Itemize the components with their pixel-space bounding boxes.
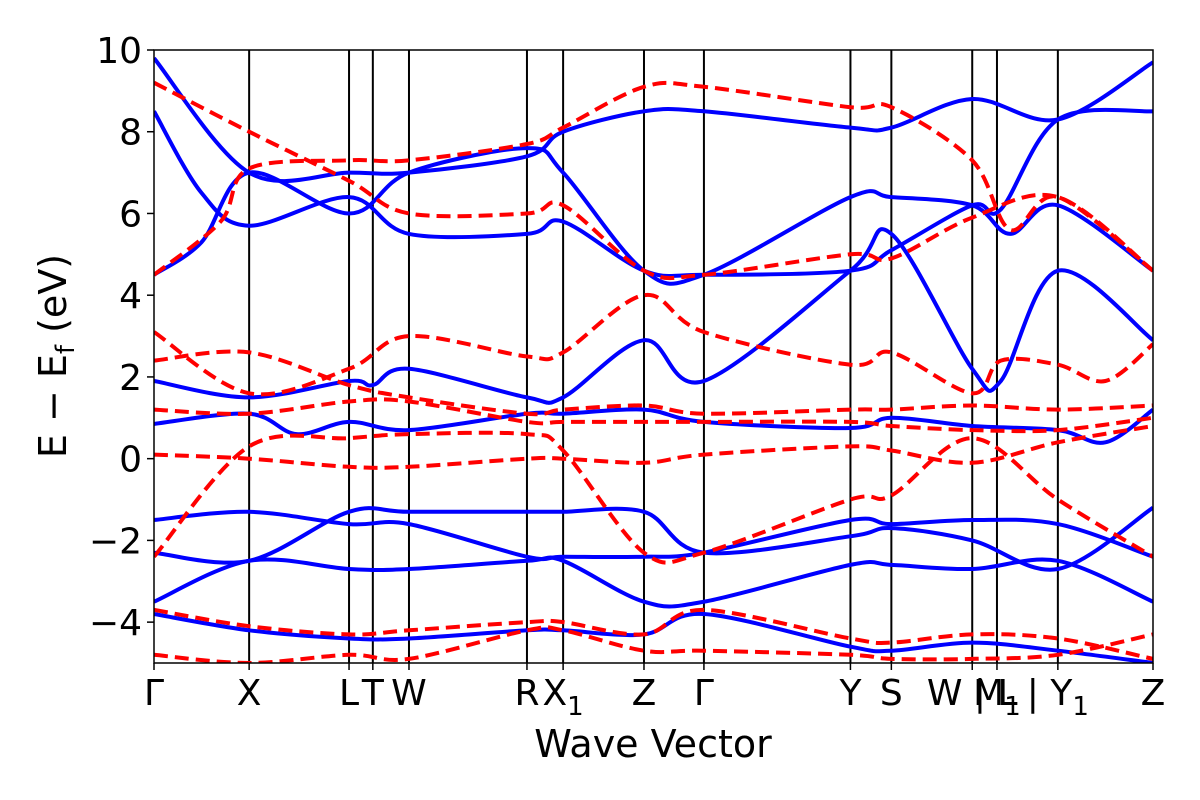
x-tick-label: Γ: [694, 673, 714, 714]
band-dashed-line: [154, 424, 1153, 470]
band-solid-line: [154, 56, 1153, 184]
x-tick-label: X: [237, 673, 262, 714]
band-solid-line: [154, 555, 1153, 609]
x-tick-label: W | L: [927, 673, 1018, 714]
x-axis-label: Wave Vector: [534, 722, 772, 766]
band-solid-line: [154, 227, 1153, 405]
x-tick-label: Z: [632, 673, 657, 714]
y-tick-label: −4: [89, 603, 142, 644]
y-axis-label-main: E − E: [31, 354, 75, 458]
band-solid-line: [154, 611, 1153, 663]
band-dashed-line: [154, 80, 1153, 277]
x-tick-label: S: [880, 673, 903, 714]
bands: [154, 56, 1153, 663]
y-tick-label: 4: [119, 276, 142, 317]
x-tick-label: X1: [543, 673, 584, 722]
x-tick-label: Γ: [144, 673, 164, 714]
plot-frame: [153, 49, 1154, 664]
x-tick-label: T: [361, 673, 385, 714]
band-dashed-line: [154, 397, 1153, 434]
y-tick-label: 10: [96, 31, 142, 72]
y-axis-label-unit: (eV): [31, 254, 75, 345]
band-dashed-line: [154, 80, 1153, 281]
band-dashed-line: [154, 349, 1153, 417]
x-tick-label: Z: [1141, 673, 1166, 714]
x-tick-label: L: [339, 673, 359, 714]
band-solid-line: [154, 146, 1153, 286]
x-tick-label: M1: [973, 673, 1021, 722]
y-tick-label: −2: [89, 521, 142, 562]
y-ticks: 10 8 6 4 2 0 −2 −4: [89, 31, 154, 644]
y-axis-label-sub: f: [51, 344, 81, 354]
y-axis-label: E − Ef (eV): [31, 254, 81, 458]
band-solid-line: [154, 506, 1153, 572]
x-tick-label: W: [391, 673, 427, 714]
band-solid-line: [154, 509, 1153, 562]
y-tick-label: 0: [119, 440, 142, 481]
y-tick-label: 8: [119, 113, 142, 154]
band-solid-line: [154, 407, 1153, 445]
x-tick-label: Y: [838, 673, 862, 714]
band-dashed-line: [154, 625, 1153, 663]
x-tick-label: R: [514, 673, 539, 714]
x-ticks: Γ X L T W R X1 Z Γ Y S W | LM1 | Y1 Z: [144, 663, 1165, 722]
band-dashed-line: [154, 430, 1153, 565]
y-tick-label: 2: [119, 358, 142, 399]
band-dashed-line: [154, 293, 1153, 397]
y-tick-label: 6: [119, 194, 142, 235]
x-tick-label: | Y1: [1027, 673, 1089, 722]
band-dashed-line: [154, 607, 1153, 661]
